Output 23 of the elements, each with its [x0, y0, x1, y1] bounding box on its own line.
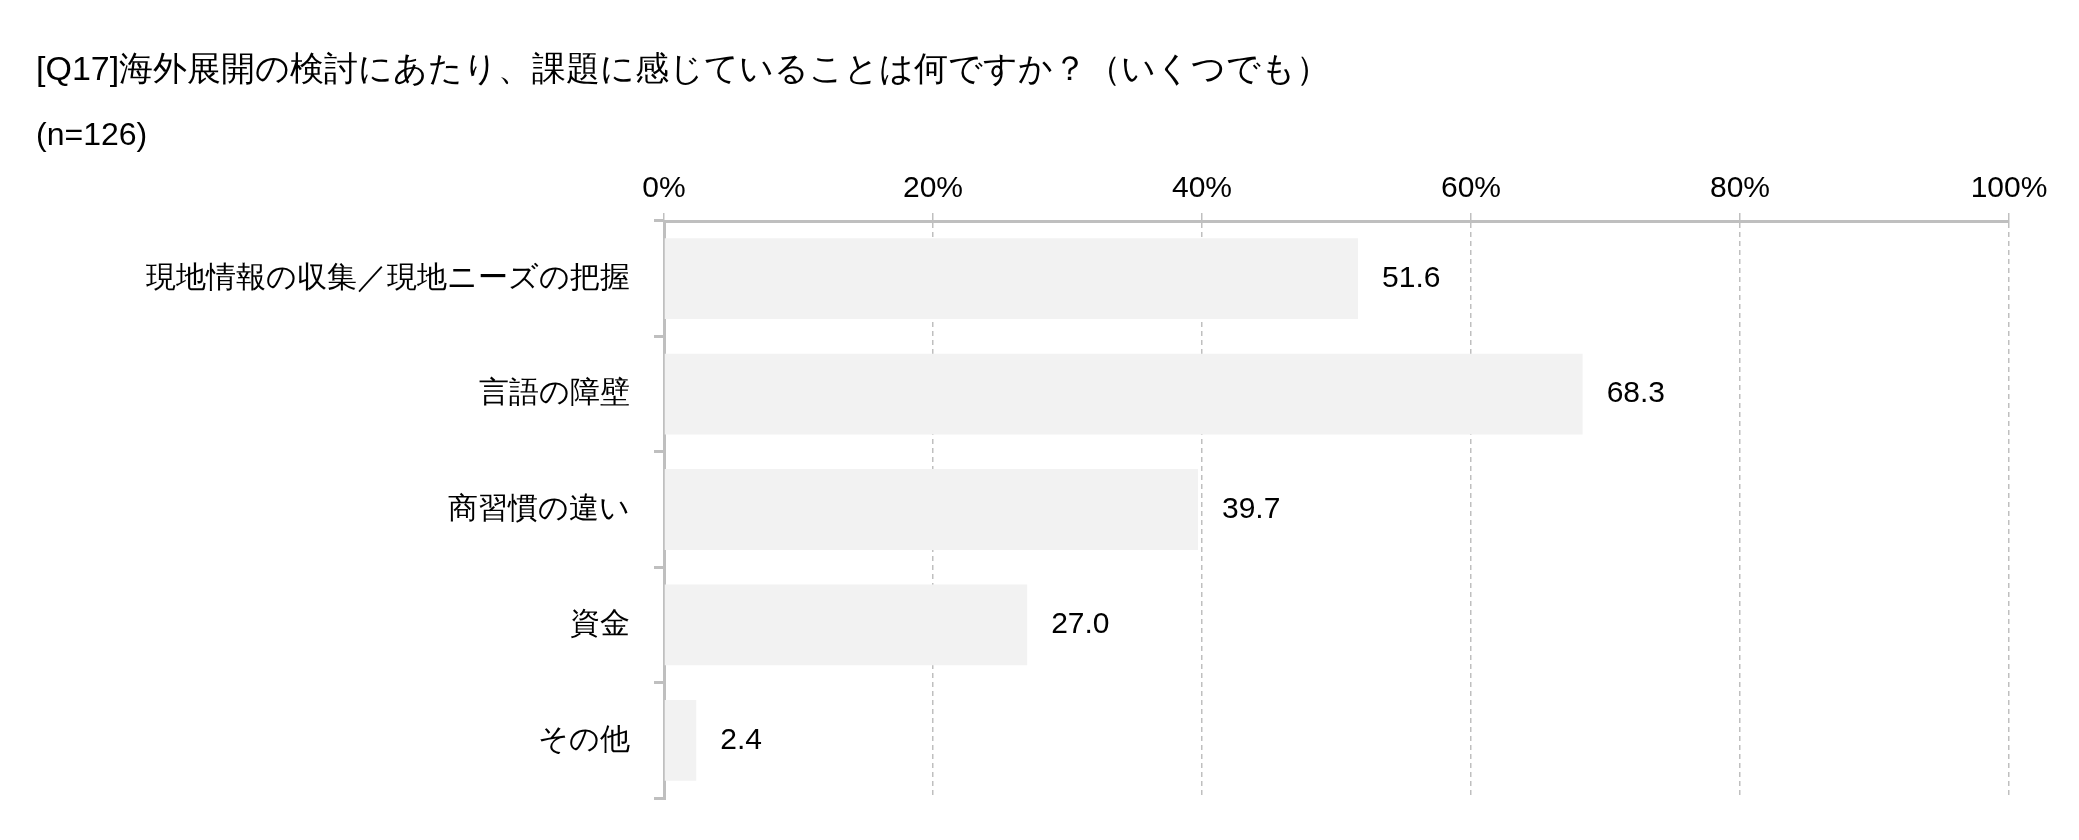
x-tick-label: 80% [1709, 170, 1771, 204]
y-tick-label: 言語の障壁 [479, 375, 630, 409]
bar [664, 584, 1028, 666]
y-tick-label: 商習慣の違い [448, 490, 630, 524]
data-label: 27.0 [1051, 606, 1110, 640]
data-label: 68.3 [1606, 375, 1666, 409]
y-tick-label: 現地情報の収集／現地ニーズの把握 [146, 259, 630, 293]
text: (n=126) [36, 116, 148, 153]
y-tick-label: その他 [538, 721, 630, 755]
x-tick-label: 0% [642, 170, 686, 204]
data-label: 2.4 [720, 721, 762, 755]
y-tick-label: 資金 [570, 606, 630, 640]
x-tick-label: 60% [1440, 170, 1502, 204]
bar [664, 699, 697, 781]
chart-title: [Q17]海外展開の検討にあたり、課題に感じていることは何ですか？（いくつでも） [36, 48, 1331, 89]
x-tick-label: 20% [902, 170, 964, 204]
bar [664, 353, 1583, 435]
bar [664, 469, 1198, 550]
data-label: 39.7 [1221, 490, 1281, 524]
bar [664, 238, 1359, 320]
x-tick-label: 40% [1171, 170, 1233, 204]
data-label: 51.6 [1382, 259, 1441, 293]
x-tick-label: 100% [1970, 170, 2048, 204]
